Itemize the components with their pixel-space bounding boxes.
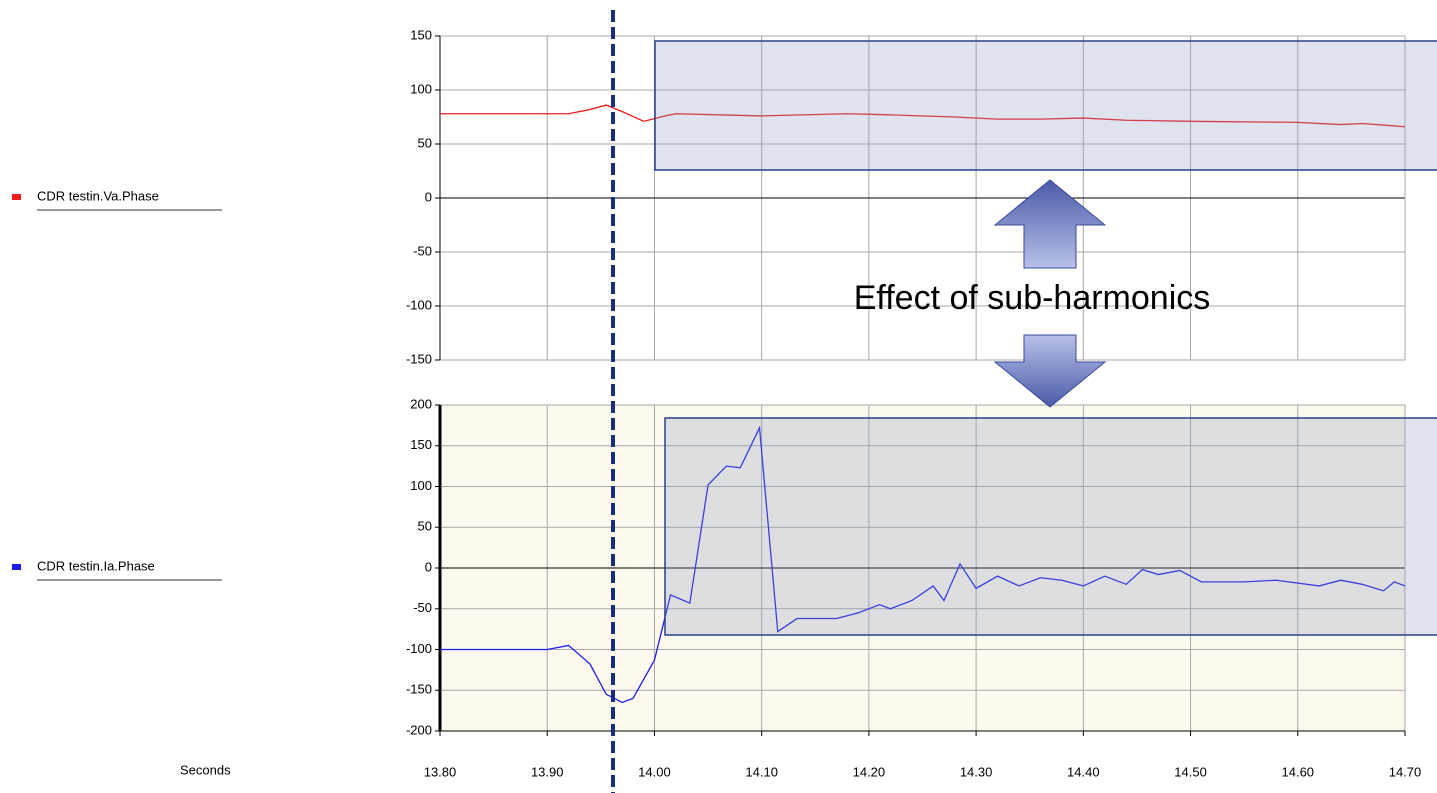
x-tick-label: 14.20 <box>853 764 886 779</box>
y-tick-label: -200 <box>406 722 432 737</box>
y-tick-label: -50 <box>413 243 432 258</box>
y-tick-label: 150 <box>410 27 432 42</box>
y-tick-label: 100 <box>410 81 432 96</box>
x-axis-label: Seconds <box>180 762 231 777</box>
x-tick-label: 14.30 <box>960 764 993 779</box>
y-tick-label: 0 <box>425 559 432 574</box>
y-tick-label: 50 <box>418 519 432 534</box>
y-tick-label: -150 <box>406 682 432 697</box>
x-tick-label: 14.70 <box>1389 764 1422 779</box>
legend-label: CDR testin.Ia.Phase <box>37 558 155 573</box>
y-tick-label: 0 <box>425 189 432 204</box>
y-tick-label: 150 <box>410 437 432 452</box>
y-tick-label: 50 <box>418 135 432 150</box>
highlight-box <box>654 40 1437 171</box>
arrow-up <box>993 179 1107 269</box>
annotation: Effect of sub-harmonics <box>854 279 1211 317</box>
x-tick-label: 14.40 <box>1067 764 1100 779</box>
x-tick-label: 14.50 <box>1174 764 1207 779</box>
highlight-box <box>664 417 1437 636</box>
data-line <box>440 425 1406 704</box>
x-tick-label: 14.60 <box>1282 764 1315 779</box>
y-tick-label: -50 <box>413 600 432 615</box>
legend-swatch <box>12 564 21 570</box>
y-tick-label: -100 <box>406 297 432 312</box>
x-tick-label: 14.00 <box>638 764 671 779</box>
legend-label: CDR testin.Va.Phase <box>37 188 159 203</box>
y-tick-label: 100 <box>410 478 432 493</box>
y-tick-label: -100 <box>406 641 432 656</box>
y-tick-label: -150 <box>406 351 432 366</box>
x-tick-label: 13.90 <box>531 764 564 779</box>
data-line <box>440 104 1406 128</box>
arrow-down <box>993 334 1107 408</box>
y-tick-label: 200 <box>410 396 432 411</box>
x-tick-label: 14.10 <box>745 764 778 779</box>
legend-swatch <box>12 194 21 200</box>
x-tick-label: 13.80 <box>424 764 457 779</box>
